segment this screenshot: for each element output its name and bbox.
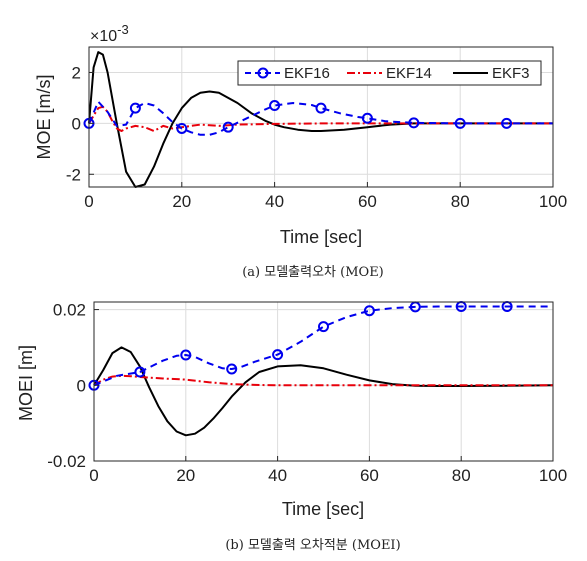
panel-b-xtick-label: 80 [452, 466, 471, 485]
panel-a-caption: (a) 모델출력오차 (MOE) [242, 265, 384, 280]
panel-a-series-ekf16-marker [408, 117, 420, 129]
panel-b-series-ekf16-marker [226, 363, 238, 375]
panel-a-exponent-base: ×10 [90, 28, 117, 45]
panel-b-xtick-label: 40 [268, 466, 287, 485]
panel-b-series-ekf16-marker [180, 349, 192, 361]
panel-a-legend: EKF16 EKF14 EKF3 [237, 60, 542, 86]
panel-b-axes-bg [94, 302, 553, 461]
panel-b-ylabel: MOEI [m] [16, 345, 36, 421]
panel-b-series [88, 301, 554, 437]
panel-a-xtick-label: 60 [358, 192, 377, 211]
legend-ekf16-marker [257, 67, 269, 79]
panel-b-axes-frame [93, 301, 554, 462]
panel-b-xtick-label: 20 [176, 466, 195, 485]
panel-a-exponent: ×10-3 [90, 22, 129, 45]
legend-ekf16-label: EKF16 [284, 65, 330, 82]
panel-a-series-ekf14-line [88, 105, 553, 132]
panel-b-xtick-label: 0 [89, 466, 98, 485]
panel-b-xtick-label: 100 [539, 466, 567, 485]
panel-a-xtick-label: 20 [172, 192, 191, 211]
legend-box [237, 60, 542, 86]
panel-b-xtick-label: 60 [360, 466, 379, 485]
panel-a-ylabel: MOE [m/s] [34, 75, 54, 160]
legend-ekf14-label: EKF14 [386, 65, 432, 82]
panel-b-caption: (b) 모델출력 오차적분 (MOEI) [225, 538, 400, 553]
panel-a-ticks: 0 20 40 60 80 100-202 [66, 63, 567, 211]
panel-a-series-ekf16-marker [222, 121, 234, 133]
panel-a-series-ekf3-line [88, 51, 553, 188]
panel-a-ytick-label: 2 [72, 63, 81, 82]
panel-b-series-ekf16-marker [318, 321, 329, 333]
panel-a-xlabel: Time [sec] [280, 227, 362, 247]
panel-a-series-ekf16-line [88, 100, 553, 136]
panel-a-series-ekf16-marker [315, 102, 327, 114]
panel-b-series-ekf16-marker [134, 366, 146, 378]
panel-a-series-ekf16-marker [129, 102, 141, 114]
panel-a-xtick-label: 100 [539, 192, 567, 211]
legend-ekf3-label: EKF3 [492, 65, 530, 82]
panel-a-xtick-label: 40 [265, 192, 284, 211]
panel-b-xlabel: Time [sec] [282, 499, 364, 519]
panel-b-series-ekf16-marker [272, 349, 284, 361]
panel-b-series-ekf16-line [93, 305, 553, 387]
panel-b-ytick-label: 0.02 [53, 301, 86, 320]
panel-b-ytick-label: -0.02 [47, 452, 86, 471]
panel-a-ytick-label: 0 [72, 114, 81, 133]
panel-a-series-ekf16-marker [501, 117, 513, 129]
panel-a-series-ekf16-marker [269, 100, 281, 112]
panel-a-series-ekf16-marker [176, 122, 188, 134]
panel-a-xtick-label: 80 [451, 192, 470, 211]
panel-a-xtick-label: 0 [84, 192, 93, 211]
panel-a-ytick-label: -2 [66, 165, 81, 184]
panel-a-series-ekf16-marker [454, 117, 466, 129]
panel-a-series-ekf16-marker [361, 112, 373, 124]
panel-b-series-ekf16-marker [363, 305, 375, 317]
panel-b-ytick-label: 0 [77, 376, 86, 395]
panel-a-axes-frame [88, 46, 554, 188]
panel-a: 0 20 40 60 80 100-202 ×10-3 MOE [m/s] Time [s… [34, 22, 567, 280]
panel-a-exponent-power: -3 [117, 22, 129, 37]
